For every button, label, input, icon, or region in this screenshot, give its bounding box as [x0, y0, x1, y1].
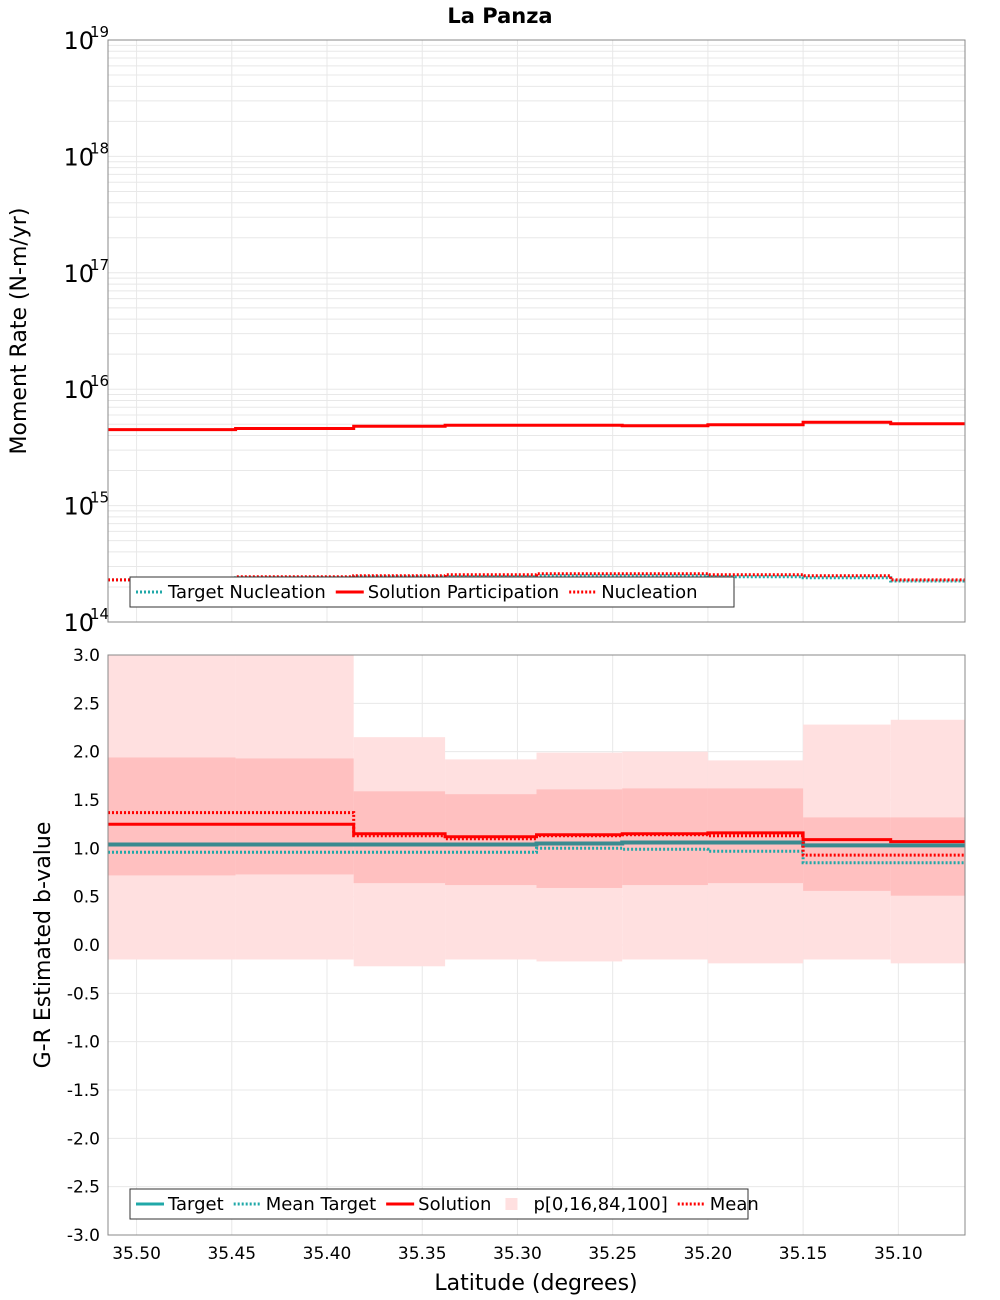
bottom-x-ticks: 35.50 35.45 35.40 35.35 35.30 35.25 35.20 35.15…: [112, 1244, 922, 1264]
bottom-plot-frame: [107, 654, 966, 1236]
bottom-legend-label: Mean: [710, 1194, 759, 1215]
bottom-y-tick-label: -0.5: [67, 984, 100, 1004]
top-y-tick-exp: 18: [90, 139, 109, 157]
bottom-series: [108, 811, 965, 865]
top-y-tick-base: 10: [63, 493, 94, 521]
top-legend-label: Target Nucleation: [167, 582, 326, 603]
bottom-legend-item: p[0,16,84,100]: [505, 1194, 668, 1215]
bottom-legend-label: p[0,16,84,100]: [533, 1194, 667, 1215]
top-legend-item: Target Nucleation: [136, 582, 326, 603]
bottom-y-axis-label: G-R Estimated b-value: [31, 822, 56, 1069]
band-inner: [707, 788, 804, 884]
band-inner: [353, 791, 446, 884]
x-tick-label: 35.25: [588, 1244, 637, 1264]
top-legend-label: Solution Participation: [368, 582, 559, 603]
bottom-legend-item: Solution: [386, 1194, 491, 1215]
x-tick-label: 35.35: [398, 1244, 447, 1264]
bottom-y-tick-label: 0.0: [73, 936, 100, 956]
bottom-y-tick-label: -2.0: [67, 1129, 100, 1149]
top-y-tick-base: 10: [63, 27, 94, 55]
x-tick-label: 35.20: [684, 1244, 733, 1264]
bottom-legend-label: Mean Target: [266, 1194, 376, 1215]
x-tick-label: 35.40: [303, 1244, 352, 1264]
bottom-series-mean: [108, 811, 965, 857]
top-y-tick-exp: 16: [90, 372, 109, 390]
bottom-legend: Target Mean Target Solution p[0,16,84,100] M…: [129, 1188, 759, 1220]
top-legend: Target Nucleation Solution Participation N…: [129, 576, 735, 608]
top-y-tick-base: 10: [63, 609, 94, 637]
bottom-series-mean-target: [108, 846, 965, 865]
bottom-y-tick-label: 0.5: [73, 888, 100, 908]
percentile-bands: [108, 655, 965, 967]
bottom-y-tick-label: 2.5: [73, 694, 100, 714]
top-y-tick-base: 10: [63, 260, 94, 288]
top-y-tick-exp: 17: [90, 256, 109, 274]
top-series-solution-participation: [108, 420, 965, 432]
x-tick-label: 35.50: [112, 1244, 161, 1264]
x-tick-label: 35.30: [493, 1244, 542, 1264]
x-tick-label: 35.45: [207, 1244, 256, 1264]
bottom-legend-label: Target: [167, 1194, 224, 1215]
bottom-legend-swatch: [505, 1198, 518, 1210]
top-legend-item: Solution Participation: [335, 582, 559, 603]
bottom-legend-box: [129, 1188, 749, 1220]
bottom-y-ticks: 3.0 2.5 2.0 1.5 1.0 0.5 0.0 -0.5 -1.0 -1.5 -2.0 -2.…: [67, 646, 100, 1246]
top-y-tick-base: 10: [63, 376, 94, 404]
bottom-legend-item: Target: [136, 1194, 224, 1215]
top-legend-box: [129, 576, 735, 608]
bottom-y-tick-label: 3.0: [73, 646, 100, 666]
bottom-y-tick-label: -2.5: [67, 1178, 100, 1198]
top-plot-frame: [107, 39, 966, 623]
bottom-y-tick-label: -3.0: [67, 1226, 100, 1246]
top-y-tick-exp: 19: [90, 23, 109, 41]
x-axis-label: Latitude (degrees): [434, 1271, 637, 1296]
top-legend-item: Nucleation: [569, 582, 698, 603]
top-y-tick-exp: 14: [90, 605, 109, 623]
top-y-tick-exp: 15: [90, 489, 109, 507]
band-inner: [536, 789, 623, 888]
top-grid: [108, 40, 965, 623]
top-y-tick-base: 10: [63, 143, 94, 171]
bottom-legend-item: Mean: [677, 1194, 759, 1215]
bottom-y-tick-label: 1.0: [73, 839, 100, 859]
top-y-axis-label: Moment Rate (N-m/yr): [7, 208, 32, 455]
bottom-y-tick-label: 1.5: [73, 791, 100, 811]
bottom-series-target: [108, 840, 965, 848]
b-value-panel: 3.0 2.5 2.0 1.5 1.0 0.5 0.0 -0.5 -1.0 -1.5 -2.0 -2.…: [31, 646, 966, 1296]
bottom-legend-label: Solution: [418, 1194, 491, 1215]
x-tick-label: 35.15: [779, 1244, 828, 1264]
top-legend-label: Nucleation: [601, 582, 697, 603]
band-inner: [235, 758, 354, 875]
top-series: [108, 420, 965, 583]
band-inner: [108, 757, 236, 876]
chart-title: La Panza: [447, 4, 552, 28]
bottom-y-tick-label: 2.0: [73, 743, 100, 763]
band-inner: [622, 788, 708, 886]
bottom-y-tick-label: -1.0: [67, 1033, 100, 1053]
x-tick-label: 35.10: [874, 1244, 923, 1264]
bottom-legend-item: Mean Target: [233, 1194, 376, 1215]
bottom-y-tick-label: -1.5: [67, 1081, 100, 1101]
